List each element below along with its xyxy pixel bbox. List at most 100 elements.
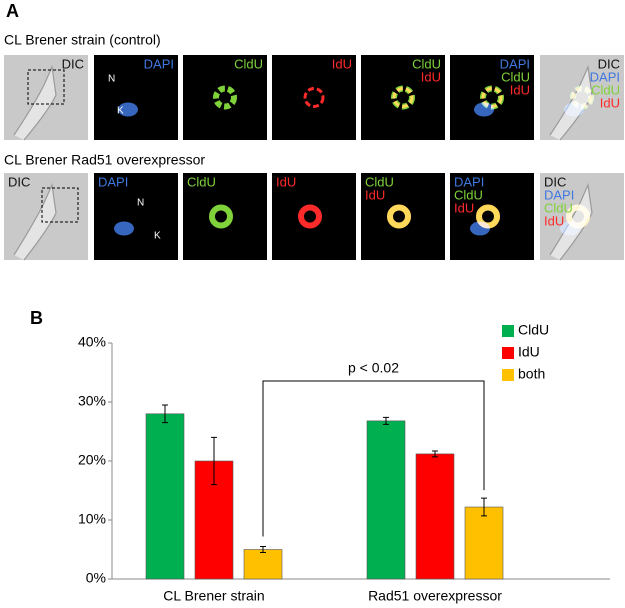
- channel-label: IdU: [510, 82, 530, 97]
- significance-bracket: [262, 380, 485, 537]
- signal-ring: [571, 87, 593, 108]
- image-frame: [361, 55, 445, 140]
- channel-label: IdU: [454, 200, 474, 215]
- x-tick-label: CL Brener strain: [163, 588, 264, 604]
- signal-ring: [213, 85, 237, 110]
- legend-swatch: [502, 325, 514, 337]
- image-frame: [94, 173, 178, 260]
- channel-label: CldU: [591, 82, 620, 97]
- micrograph: DAPI N K: [94, 173, 178, 260]
- bar: [366, 420, 406, 580]
- channel-label: DAPI: [500, 56, 530, 71]
- y-tick-label: 10%: [78, 511, 106, 527]
- marker-label: N: [108, 74, 115, 85]
- image-frame: [183, 55, 267, 140]
- cell-outline: [13, 64, 57, 141]
- legend-swatch: [502, 347, 514, 359]
- legend-label: IdU: [518, 344, 540, 360]
- bar: [415, 453, 455, 580]
- channel-label: CldU: [412, 56, 441, 71]
- panel-label: A: [6, 1, 19, 21]
- y-tick-label: 40%: [78, 334, 106, 350]
- row-title: CL Brener Rad51 overexpressor: [4, 152, 205, 168]
- legend-label: CldU: [518, 322, 549, 338]
- zoom-box: [27, 69, 65, 105]
- y-tick-label: 30%: [78, 393, 106, 409]
- channel-label: DIC: [62, 56, 84, 71]
- dapi-signal: [564, 102, 584, 117]
- error-bar: [211, 436, 217, 486]
- dapi-signal: [118, 102, 138, 117]
- bar: [243, 549, 283, 580]
- channel-label: DAPI: [590, 69, 620, 84]
- error-bar: [260, 546, 266, 553]
- marker-label: K: [154, 231, 161, 242]
- signal-ring: [209, 204, 233, 229]
- channel-label: CldU: [544, 200, 573, 215]
- signal-ring: [476, 204, 500, 229]
- channel-label: CldU: [501, 69, 530, 84]
- legend-swatch: [502, 369, 514, 381]
- image-frame: [183, 173, 267, 260]
- y-tick-label: 20%: [78, 452, 106, 468]
- image-frame: [450, 55, 534, 140]
- image-frame: [94, 55, 178, 140]
- micrograph: CldU: [183, 55, 267, 140]
- annotation: p < 0.02: [348, 360, 399, 376]
- channel-label: CldU: [365, 174, 394, 189]
- image-frame: [361, 173, 445, 260]
- dapi-signal: [114, 221, 134, 236]
- zoom-box: [41, 187, 79, 223]
- channel-label: DIC: [598, 56, 620, 71]
- channel-label: IdU: [332, 56, 352, 71]
- image-frame: [272, 55, 356, 140]
- channel-label: DAPI: [144, 56, 174, 71]
- error-bar: [383, 416, 389, 425]
- micrograph: IdU: [272, 55, 356, 140]
- signal-ring: [392, 87, 414, 108]
- error-bar: [481, 497, 487, 517]
- marker-label: N: [137, 198, 144, 209]
- micrograph: DAPI N K: [94, 55, 178, 140]
- y-tick-label: 0%: [86, 570, 106, 586]
- signal-ring: [387, 204, 411, 229]
- channel-label: IdU: [600, 95, 620, 110]
- x-tick-label: Rad51 overexpressor: [368, 588, 502, 604]
- bar: [464, 506, 504, 580]
- signal-ring: [303, 87, 325, 108]
- channel-label: DAPI: [454, 174, 484, 189]
- image-frame: [272, 173, 356, 260]
- channel-label: DIC: [544, 174, 566, 189]
- channel-label: CldU: [234, 56, 263, 71]
- image-frame: [450, 173, 534, 260]
- micrograph: CldU: [183, 173, 267, 260]
- error-bar: [162, 404, 168, 424]
- dapi-signal: [474, 102, 494, 117]
- panel-label: B: [30, 308, 43, 328]
- micrograph: DIC: [4, 55, 88, 141]
- channel-label: IdU: [421, 69, 441, 84]
- micrograph: DIC: [4, 173, 88, 261]
- legend-label: both: [518, 366, 545, 382]
- micrograph: IdU: [272, 173, 356, 260]
- signal-ring: [566, 204, 590, 229]
- channel-label: IdU: [365, 187, 385, 202]
- cell-outline: [13, 182, 57, 261]
- marker-label: K: [117, 106, 124, 117]
- channel-label: DAPI: [544, 187, 574, 202]
- row-title: CL Brener strain (control): [4, 32, 161, 48]
- channel-label: IdU: [544, 213, 564, 228]
- signal-ring: [481, 87, 503, 108]
- signal-ring: [298, 204, 322, 229]
- channel-label: IdU: [276, 174, 296, 189]
- channel-label: CldU: [454, 187, 483, 202]
- bar: [145, 413, 185, 580]
